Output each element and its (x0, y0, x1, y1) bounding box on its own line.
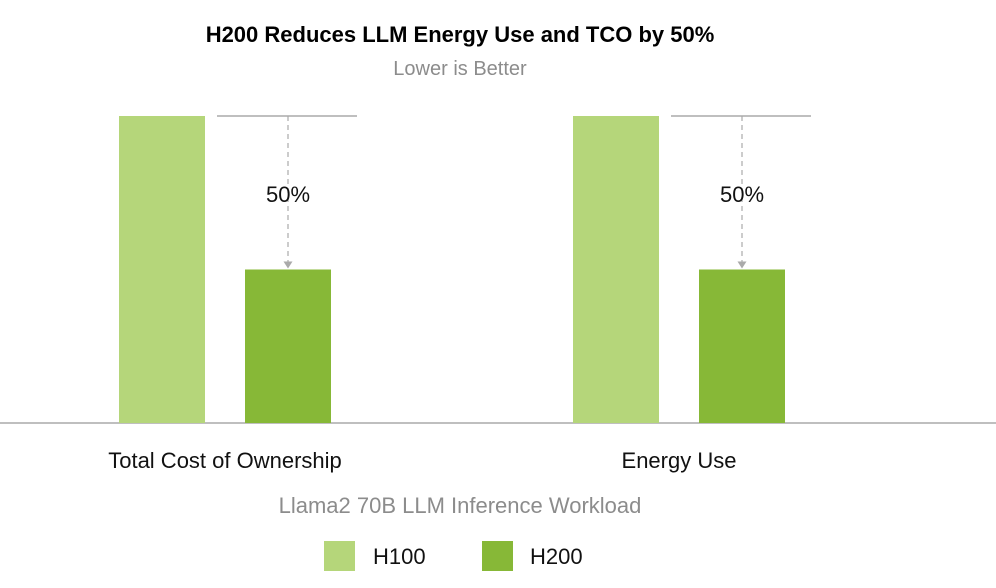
category-label-1: Total Cost of Ownership (108, 448, 342, 473)
bar-h100-2 (573, 116, 659, 423)
bar-h200-2 (699, 269, 785, 423)
legend-label-h200: H200 (530, 544, 583, 569)
reduction-arrow-head-1 (283, 261, 293, 269)
category-label-2: Energy Use (622, 448, 737, 473)
x-axis-title: Llama2 70B LLM Inference Workload (279, 493, 642, 518)
legend-swatch-h100 (324, 541, 355, 571)
plot-area: 50% Total Cost of Ownership 50% Energy Use (0, 115, 996, 473)
reduction-arrow-head-2 (737, 261, 747, 269)
legend-swatch-h200 (482, 541, 513, 571)
legend-label-h100: H100 (373, 544, 426, 569)
bar-h200-1 (245, 269, 331, 423)
legend: H100 H200 (324, 541, 583, 571)
bar-h100-1 (119, 116, 205, 423)
annotation-label-1: 50% (266, 182, 310, 207)
chart-subtitle: Lower is Better (393, 58, 527, 80)
annotation-label-2: 50% (720, 182, 764, 207)
chart-title: H200 Reduces LLM Energy Use and TCO by 5… (206, 22, 715, 47)
